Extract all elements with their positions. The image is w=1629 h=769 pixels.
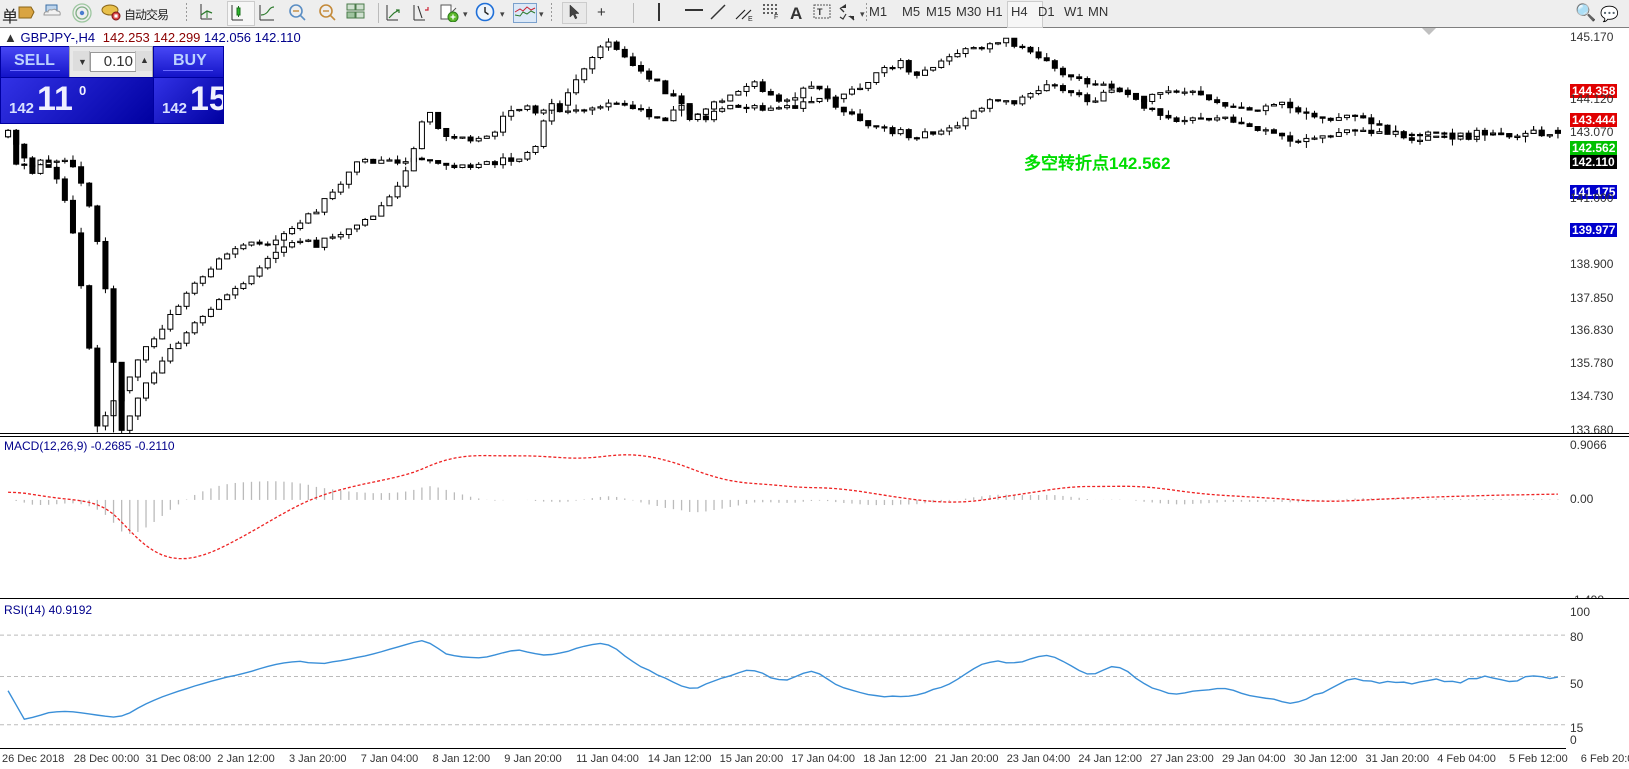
svg-text:E: E (748, 16, 753, 22)
svg-text:T: T (817, 7, 823, 17)
svg-text:F: F (774, 14, 778, 19)
